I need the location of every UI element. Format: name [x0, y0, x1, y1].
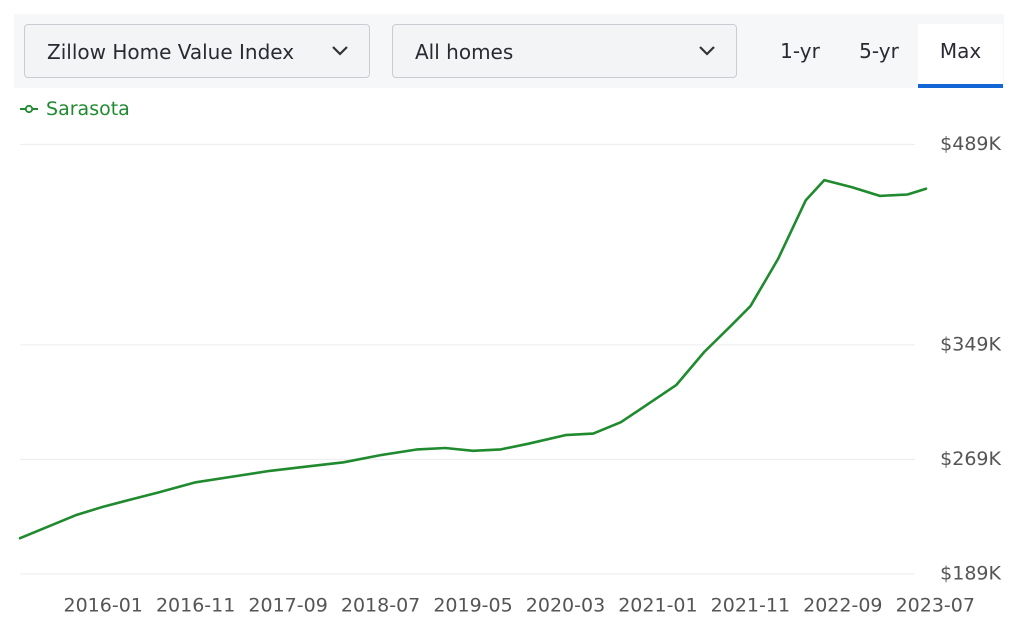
x-tick-label: 2022-09	[803, 595, 882, 617]
legend-label: Sarasota	[46, 98, 130, 120]
x-tick-label: 2020-03	[526, 595, 605, 617]
x-tick-label: 2021-11	[711, 595, 790, 617]
y-tick-label: $269K	[940, 448, 1001, 470]
y-tick-label: $349K	[940, 333, 1001, 355]
y-tick-label: $189K	[940, 563, 1001, 585]
x-tick-label: 2016-01	[64, 595, 143, 617]
chevron	[332, 46, 348, 56]
dropdown-text: Zillow Home Value Index	[47, 40, 295, 64]
x-tick-label: 2019-05	[433, 595, 512, 617]
range-tab[interactable]: Max	[918, 24, 1003, 88]
dropdown-text: All homes	[415, 40, 514, 64]
x-tick-label: 2017-09	[248, 595, 327, 617]
home-type-dropdown[interactable]: All homes	[392, 24, 737, 78]
x-tick-label: 2018-07	[341, 595, 420, 617]
legend-symbol	[20, 104, 38, 114]
range-tab[interactable]: 5-yr	[859, 39, 899, 63]
range-tab[interactable]: 1-yr	[780, 39, 820, 63]
data-line	[18, 178, 928, 540]
legend: Sarasota	[20, 98, 130, 120]
x-tick-label: 2021-01	[618, 595, 697, 617]
x-tick-label: 2016-11	[156, 595, 235, 617]
index-dropdown[interactable]: Zillow Home Value Index	[24, 24, 370, 78]
y-tick-label: $489K	[940, 133, 1001, 155]
chevron	[699, 46, 715, 56]
x-tick-label: 2023-07	[896, 595, 975, 617]
